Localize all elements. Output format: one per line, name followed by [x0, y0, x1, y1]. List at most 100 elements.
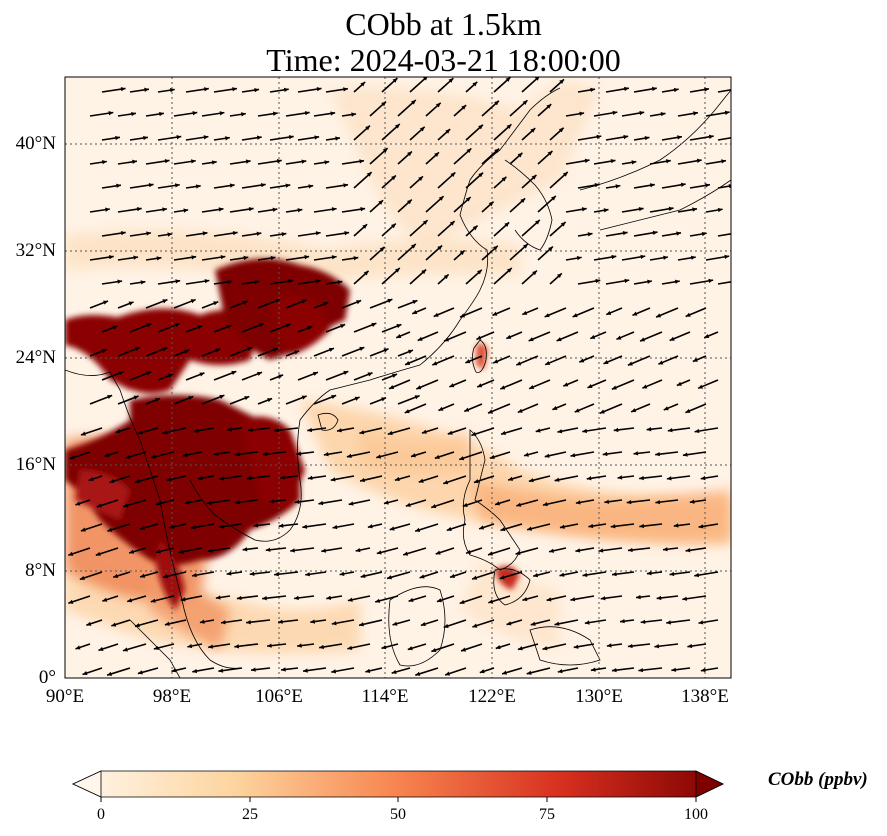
wind-vector-head: [418, 176, 423, 181]
wind-vector-head: [115, 429, 121, 434]
wind-vector-head: [360, 81, 366, 87]
wind-vector-head: [69, 455, 75, 460]
wind-vector-head: [242, 300, 248, 305]
wind-vector-head: [139, 525, 145, 530]
wind-vector-head: [663, 255, 668, 260]
wind-vector-head: [528, 478, 534, 483]
wind-vector-head: [102, 159, 107, 165]
wind-vector-head: [603, 359, 609, 364]
wind-vector-head: [407, 646, 413, 651]
wind-vector-head: [615, 184, 621, 189]
wind-vector-shaft: [717, 281, 731, 285]
wind-vector-head: [315, 231, 321, 236]
wind-vector-head: [137, 670, 143, 675]
wind-vector-head: [638, 667, 644, 673]
wind-vector-head: [687, 643, 693, 649]
wind-vector-head: [700, 667, 706, 673]
title-line-1: CObb at 1.5km: [345, 6, 542, 42]
wind-vector-head: [343, 87, 348, 92]
wind-vector-head: [360, 477, 365, 483]
wind-vector-head: [155, 398, 161, 403]
wind-vector-head: [526, 670, 532, 675]
wind-vector-head: [123, 503, 129, 508]
wind-vector-head: [301, 395, 307, 400]
wind-vector-head: [646, 571, 652, 576]
wind-vector-head: [308, 184, 314, 189]
wind-vector-head: [253, 523, 259, 528]
wind-vector-head: [443, 274, 449, 280]
wind-vector-head: [704, 334, 710, 339]
wind-vector-head: [321, 548, 327, 553]
wind-vector-head: [422, 220, 428, 225]
wind-vector-head: [685, 408, 691, 413]
wind-vector-head: [244, 396, 250, 401]
wind-vector-head: [199, 619, 205, 624]
colorbar-tick-25: 25: [242, 806, 258, 823]
wind-vector-head: [494, 100, 499, 106]
wind-vector-head: [199, 372, 205, 377]
wind-vector-head: [387, 575, 392, 580]
wind-vector-head: [700, 475, 706, 481]
wind-vector-head: [376, 454, 382, 459]
lat-label-24n: 24°N: [15, 347, 56, 368]
wind-vector-head: [356, 300, 362, 305]
wind-vector-head: [191, 572, 197, 578]
wind-vector-head: [168, 373, 174, 378]
wind-vector-head: [705, 183, 710, 188]
wind-vector-head: [654, 644, 660, 649]
wind-vector-head: [579, 358, 585, 363]
wind-vector-head: [164, 158, 170, 164]
wind-vector-head: [516, 502, 522, 507]
wind-vector-head: [80, 527, 86, 532]
wind-vector-head: [682, 596, 688, 601]
wind-vector-head: [640, 619, 646, 625]
wind-vector-head: [109, 479, 115, 484]
wind-vector-head: [405, 360, 411, 365]
wind-vector-head: [412, 300, 418, 305]
wind-vector-head: [549, 548, 554, 553]
wind-vector-head: [673, 523, 679, 528]
wind-vector-head: [95, 551, 101, 556]
wind-vector-head: [421, 429, 427, 434]
wind-vector-head: [367, 372, 373, 377]
wind-vector-head: [450, 573, 455, 578]
wind-vector-head: [153, 645, 159, 651]
wind-vector-head: [611, 667, 617, 673]
wind-vector-head: [136, 206, 142, 212]
wind-vector-head: [394, 268, 400, 273]
wind-vector-head: [501, 176, 507, 182]
wind-vector-head: [724, 110, 730, 115]
wind-vector-head: [254, 87, 260, 93]
colorbar-tick-50: 50: [390, 806, 406, 823]
wind-vector-head: [721, 159, 726, 164]
wind-vector-head: [232, 87, 237, 92]
wind-vector-head: [410, 244, 416, 249]
wind-vector-head: [516, 361, 522, 366]
wind-vector-head: [532, 270, 537, 276]
wind-vector-head: [450, 172, 456, 178]
wind-vector-head: [134, 347, 140, 352]
wind-vector-head: [544, 313, 550, 318]
wind-vector-head: [667, 428, 673, 433]
wind-vector-head: [479, 669, 485, 674]
wind-vector-head: [506, 621, 512, 626]
wind-vector-head: [394, 123, 400, 129]
wind-vector-head: [267, 643, 272, 648]
wind-vector-head: [169, 88, 175, 93]
wind-vector-head: [331, 621, 337, 626]
colorbar-extend-max: [695, 770, 724, 798]
wind-vector-head: [383, 500, 389, 505]
wind-vector-head: [371, 322, 377, 327]
wind-vector-head: [694, 572, 700, 578]
wind-vector-head: [232, 230, 238, 236]
wind-vector-head: [693, 111, 698, 116]
wind-vector-head: [595, 278, 601, 284]
wind-vector-shaft: [717, 89, 731, 93]
wind-vector-head: [544, 453, 550, 458]
wind-vector-head: [182, 452, 188, 458]
wind-vector-head: [584, 620, 590, 625]
lon-label-106e: 106°E: [255, 686, 303, 707]
wind-vector-head: [131, 111, 136, 117]
wind-vector-head: [554, 477, 560, 482]
wind-vector-head: [575, 548, 581, 553]
